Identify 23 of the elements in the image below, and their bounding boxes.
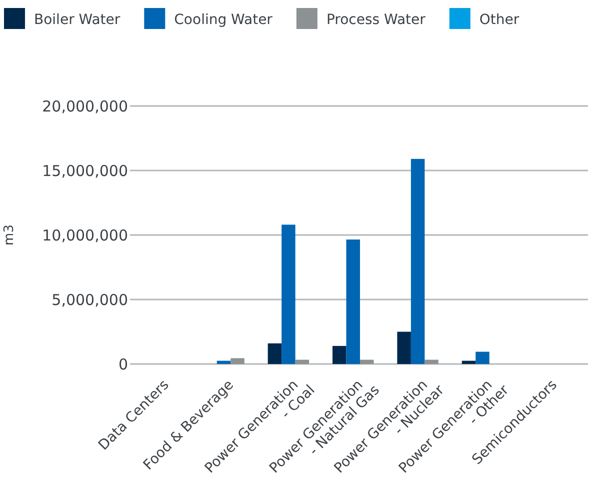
y-tick-label: 20,000,000 [42,97,128,116]
bar [462,360,476,364]
bar [216,360,231,364]
bar [397,332,411,364]
legend-label: Other [479,12,520,28]
y-tick-label: 15,000,000 [42,162,128,180]
y-tick-label: 10,000,000 [42,226,128,244]
bar [410,158,425,364]
bar [424,360,438,364]
bar [332,346,346,364]
bar [282,224,296,364]
y-axis-title: m3 [2,224,17,246]
y-tick-label: 0 [118,355,128,374]
bar [360,360,374,364]
legend-label: Boiler Water [34,12,120,28]
bar [476,352,490,364]
bar [230,358,244,364]
bar [268,343,282,364]
bar [295,360,310,364]
legend-label: Process Water [326,12,426,28]
y-tick-label: 5,000,000 [52,290,128,309]
legend-label: Cooling Water [174,12,273,28]
bar [346,240,360,364]
